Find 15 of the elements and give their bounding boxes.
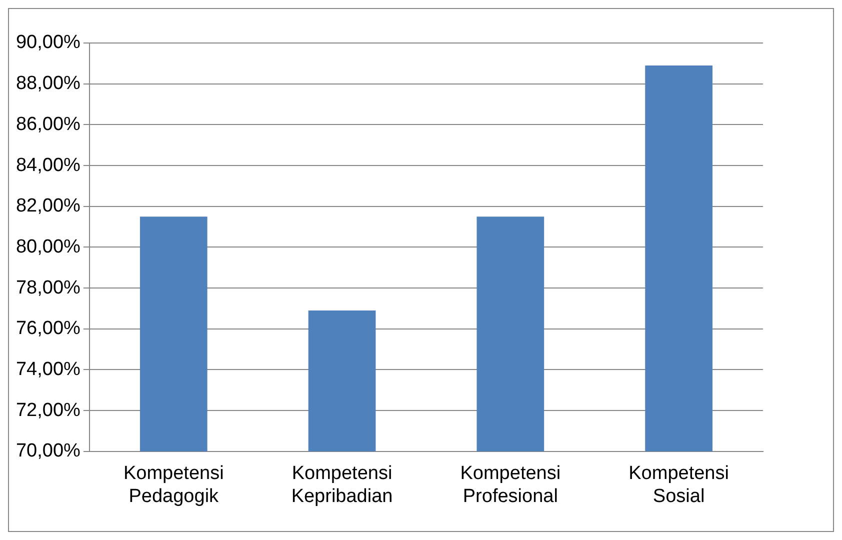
x-tick-label: Kompetensi Pedagogik	[123, 463, 224, 507]
y-tick-label: 76,00%	[16, 318, 81, 340]
y-tick-label: 84,00%	[16, 154, 81, 176]
y-tick-label: 78,00%	[16, 277, 81, 298]
x-tick-label: Kompetensi Kepribadian	[291, 463, 393, 507]
y-tick-label: 72,00%	[16, 400, 81, 421]
y-tick-label: 70,00%	[16, 440, 81, 462]
y-tick-label: 88,00%	[16, 73, 81, 94]
y-tick-label: 74,00%	[16, 358, 81, 380]
y-tick-label: 86,00%	[16, 114, 81, 135]
x-tick-label: Kompetensi Profesional	[460, 463, 561, 507]
y-tick-label: 90,00%	[16, 32, 81, 54]
y-tick-label: 82,00%	[16, 196, 81, 217]
x-tick-label: Kompetensi Sosial	[628, 463, 729, 507]
y-tick-label: 80,00%	[16, 236, 81, 258]
